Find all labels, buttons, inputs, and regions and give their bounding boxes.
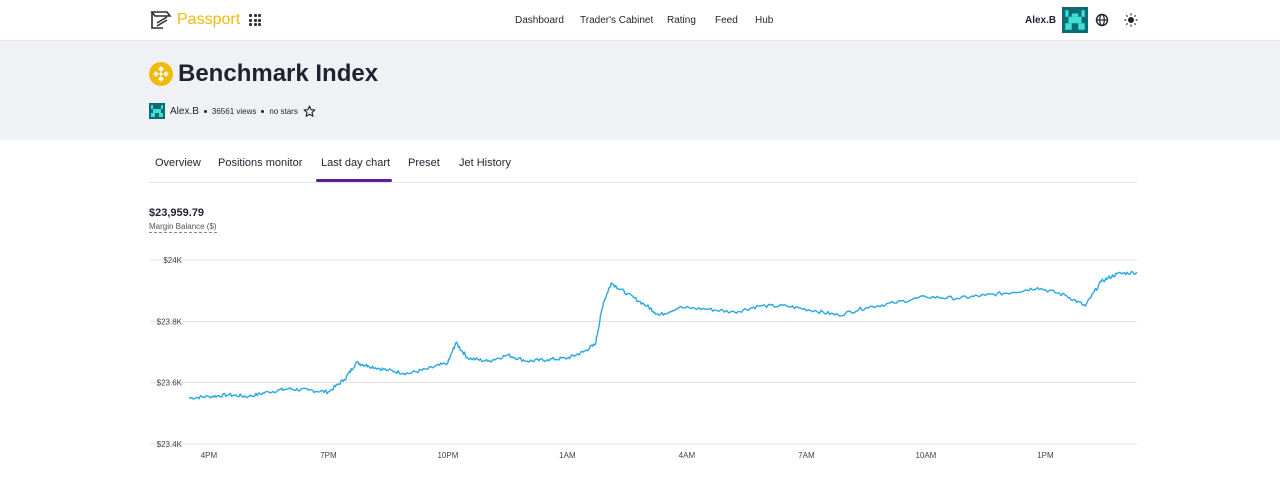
star-icon[interactable]: [303, 105, 316, 118]
x-tick-label: 1PM: [1037, 451, 1054, 460]
series-line: [188, 270, 1138, 400]
index-meta: Alex.B 36561 views no stars: [149, 103, 316, 119]
user-menu[interactable]: Alex.B: [1025, 0, 1089, 40]
nav-feed[interactable]: Feed: [715, 14, 738, 26]
hero-section: [0, 41, 1280, 140]
tab-last-day-chart[interactable]: Last day chart: [321, 157, 391, 169]
nav-dashboard[interactable]: Dashboard: [515, 14, 564, 26]
sun-icon[interactable]: [1124, 13, 1138, 27]
x-tick-label: 7AM: [798, 451, 815, 460]
tab-jet-history[interactable]: Jet History: [459, 157, 511, 169]
x-tick-label: 7PM: [320, 451, 337, 460]
apps-grid-icon[interactable]: [249, 14, 261, 26]
nav-traders-cabinet[interactable]: Trader's Cabinet: [580, 14, 654, 26]
y-tick-label: $23.6K: [157, 379, 183, 388]
x-tick-label: 4PM: [201, 451, 218, 460]
x-tick-label: 4AM: [679, 451, 696, 460]
avatar-pattern-icon: [151, 105, 163, 117]
passport-logo-icon: [150, 11, 172, 29]
stars-count: no stars: [269, 106, 298, 116]
nav-hub[interactable]: Hub: [755, 14, 774, 26]
margin-balance-value: $23,959.79: [149, 207, 205, 219]
separator-dot: [203, 109, 207, 113]
separator-dot: [261, 109, 265, 113]
views-count: 36561 views: [211, 106, 257, 116]
user-avatar[interactable]: [1062, 7, 1089, 33]
y-tick-label: $24K: [163, 256, 182, 265]
user-name: Alex.B: [1025, 14, 1057, 26]
x-tick-label: 10PM: [437, 451, 458, 460]
binance-coin-icon: [149, 62, 173, 86]
tab-positions-monitor[interactable]: Positions monitor: [218, 157, 303, 169]
globe-icon[interactable]: [1095, 13, 1109, 27]
y-tick-label: $23.4K: [157, 440, 183, 449]
tab-bar: Overview Positions monitor Last day char…: [149, 140, 1137, 183]
active-tab-indicator: [316, 179, 392, 182]
page-title: Benchmark Index: [178, 60, 379, 87]
author-name[interactable]: Alex.B: [170, 105, 199, 117]
margin-balance-label[interactable]: Margin Balance ($): [149, 222, 217, 233]
y-tick-label: $23.8K: [157, 317, 183, 326]
brand-logo[interactable]: Passport: [149, 8, 240, 32]
brand-name: Passport: [177, 11, 241, 28]
avatar-pattern-icon: [1065, 10, 1085, 30]
x-tick-label: 10AM: [915, 451, 936, 460]
top-bar: Passport Dashboard Trader's Cabinet Rati…: [0, 0, 1280, 41]
nav-rating[interactable]: Rating: [667, 14, 696, 26]
x-tick-label: 1AM: [559, 451, 576, 460]
tab-preset[interactable]: Preset: [408, 157, 440, 169]
tab-overview[interactable]: Overview: [155, 157, 201, 169]
author-avatar[interactable]: [149, 103, 165, 119]
